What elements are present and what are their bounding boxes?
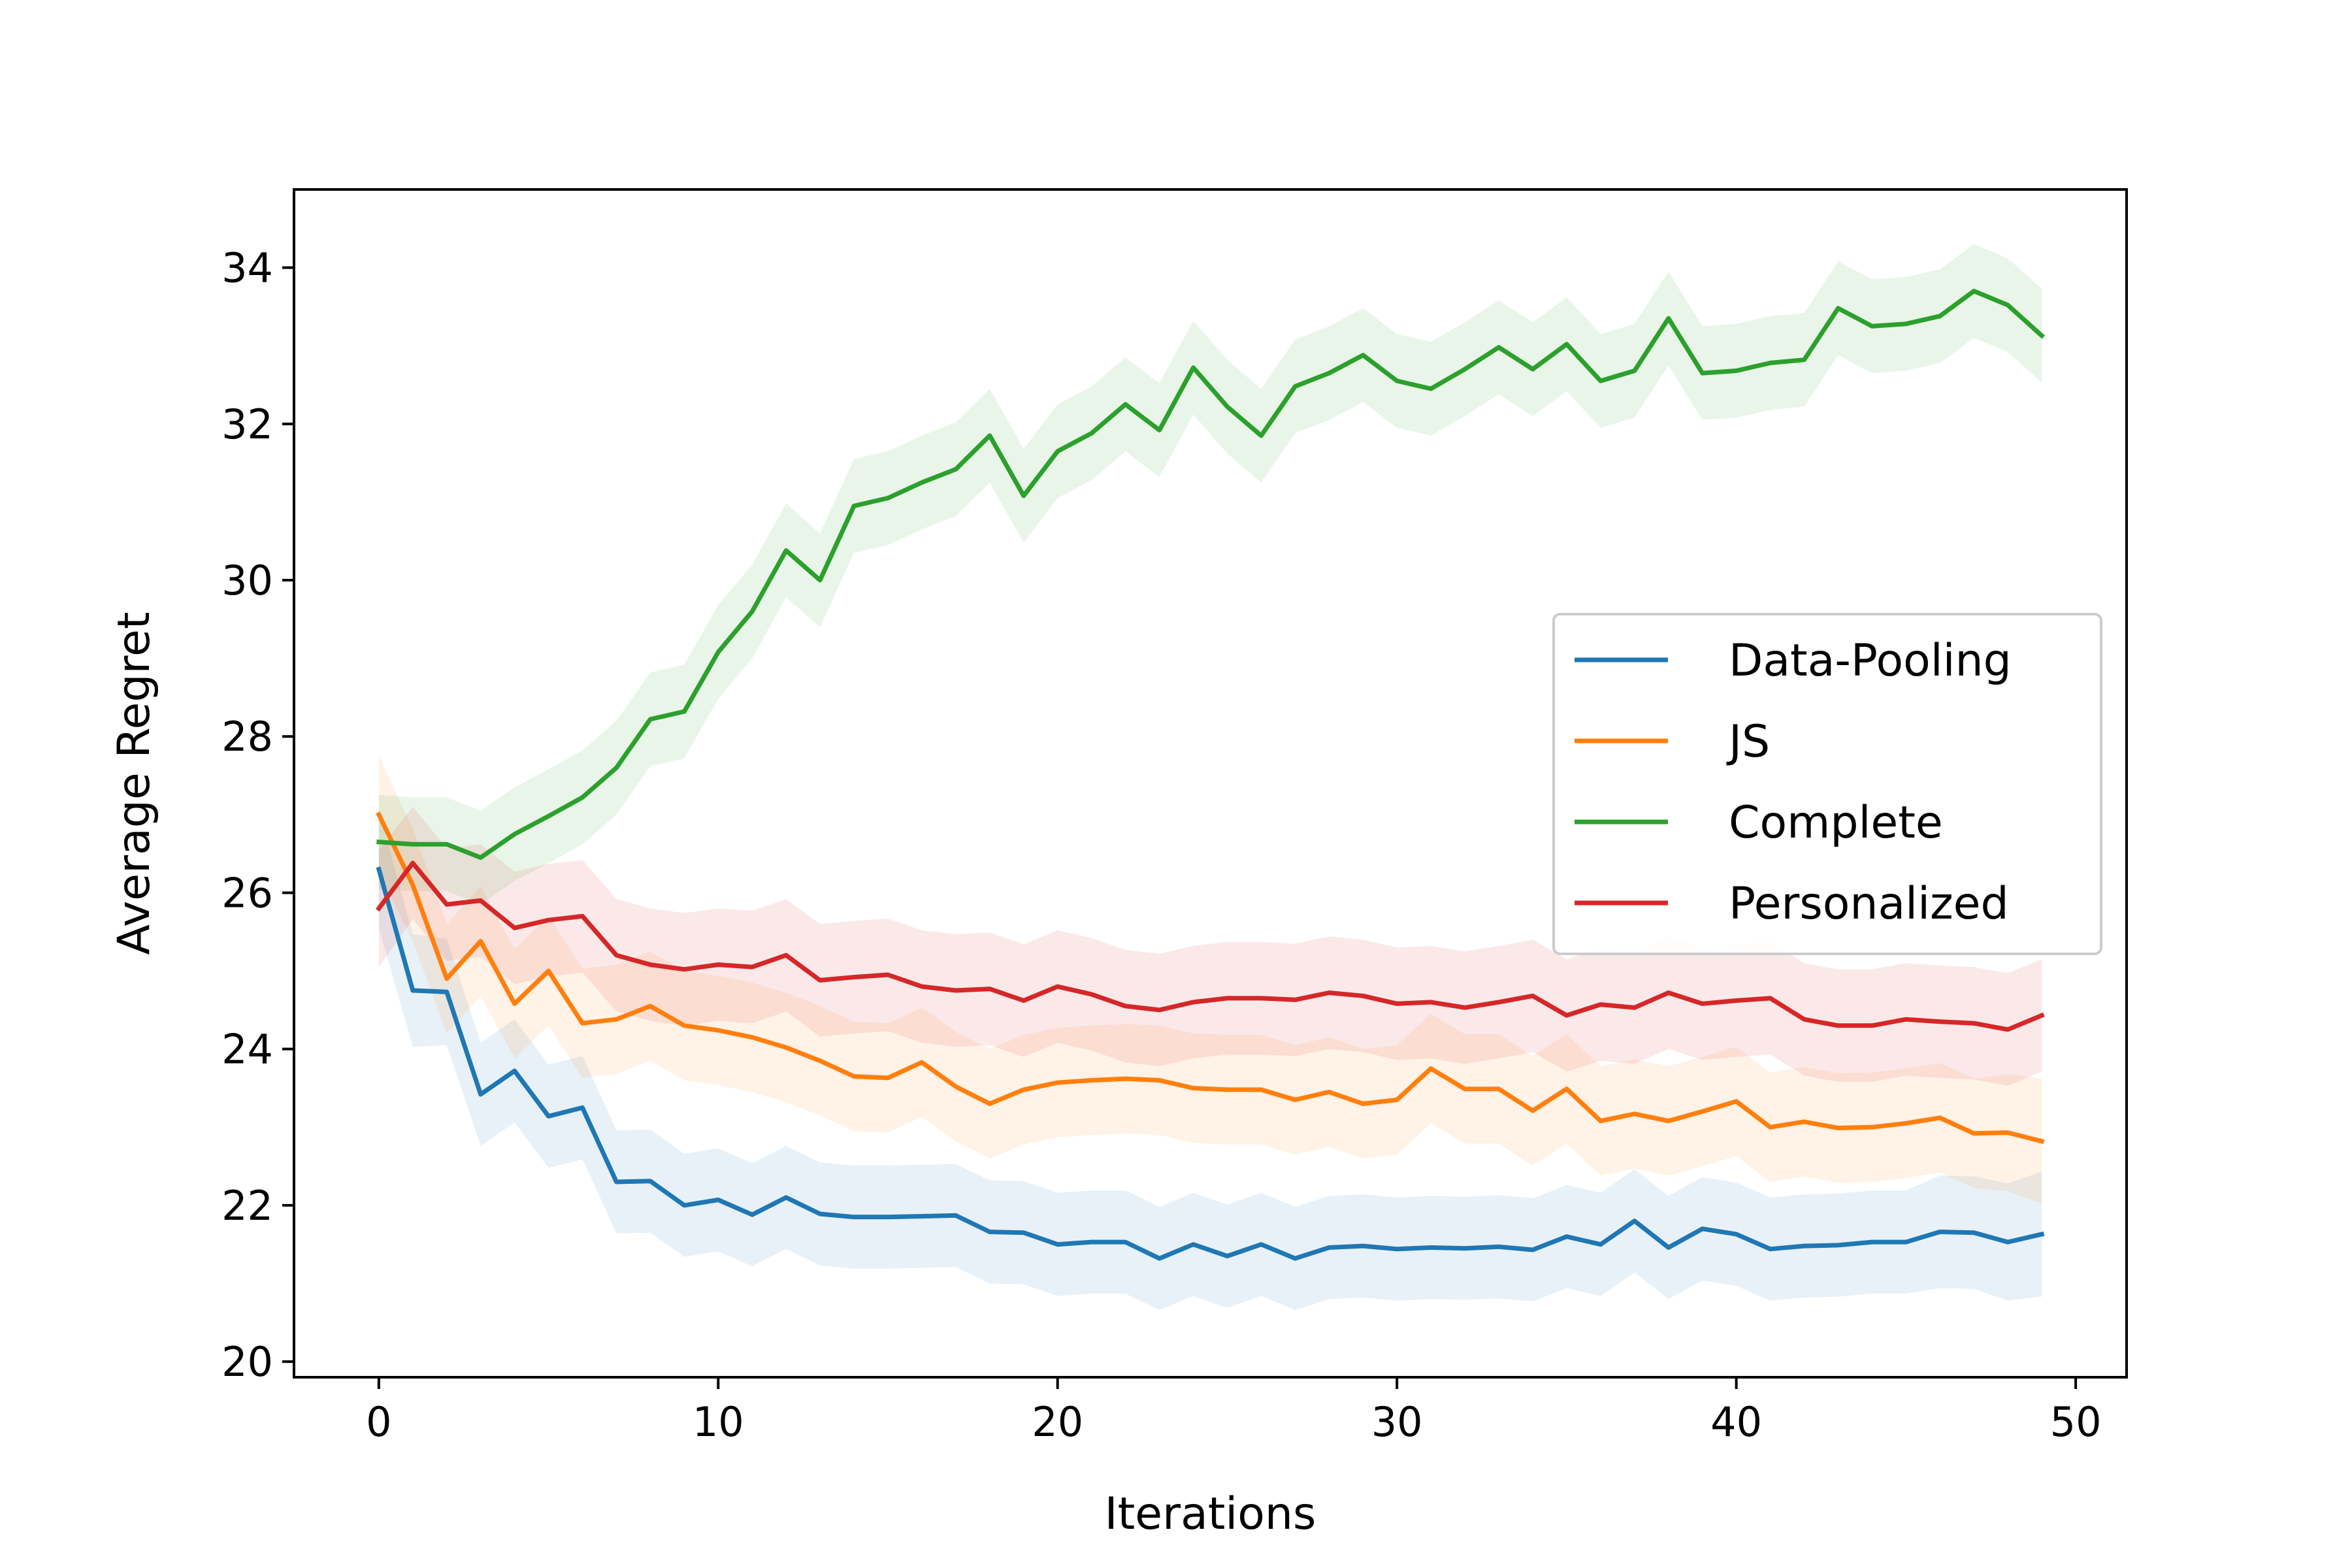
y-tick-label: 34 [221, 244, 273, 292]
y-tick-label: 30 [221, 557, 273, 604]
legend-label: Complete [1729, 797, 1943, 849]
y-tick-label: 20 [221, 1338, 273, 1386]
x-axis-label: Iterations [1105, 1488, 1316, 1540]
x-tick-label: 50 [2050, 1398, 2102, 1446]
band-series-3 [378, 806, 2042, 1086]
legend: Data-Pooling JS Complete Personalized [1552, 613, 2102, 955]
y-tick-label: 26 [221, 869, 273, 917]
y-tick-label: 32 [221, 400, 273, 448]
confidence-bands [378, 244, 2042, 1311]
line-series-0 [376, 866, 2045, 1261]
band-series-2 [378, 244, 2042, 905]
x-tick-label: 10 [693, 1398, 744, 1446]
legend-label: Personalized [1729, 878, 2009, 930]
band-series-0 [378, 810, 2042, 1311]
legend-box [1552, 613, 2102, 955]
line-series-1 [376, 811, 2045, 1145]
plot-frame [293, 188, 2128, 1379]
y-tick-label: 22 [221, 1182, 273, 1230]
line-series-3 [376, 860, 2045, 1032]
legend-label: JS [1726, 716, 1770, 768]
band-series-1 [378, 756, 2042, 1204]
y-tick-label: 28 [221, 713, 273, 760]
y-tick-label: 24 [221, 1026, 273, 1073]
series-lines [376, 289, 2046, 1261]
x-tick-label: 20 [1032, 1398, 1083, 1446]
legend-label: Data-Pooling [1729, 635, 2012, 687]
x-tick-label: 30 [1371, 1398, 1423, 1446]
line-series-2 [376, 289, 2046, 860]
y-axis-label: Average Regret [108, 612, 160, 955]
x-axis-ticks: 0 10 20 30 40 50 [366, 1377, 2102, 1446]
x-tick-label: 0 [366, 1398, 391, 1446]
y-axis-ticks: 20 22 24 26 28 30 32 34 [221, 244, 294, 1386]
x-tick-label: 40 [1710, 1398, 1762, 1446]
